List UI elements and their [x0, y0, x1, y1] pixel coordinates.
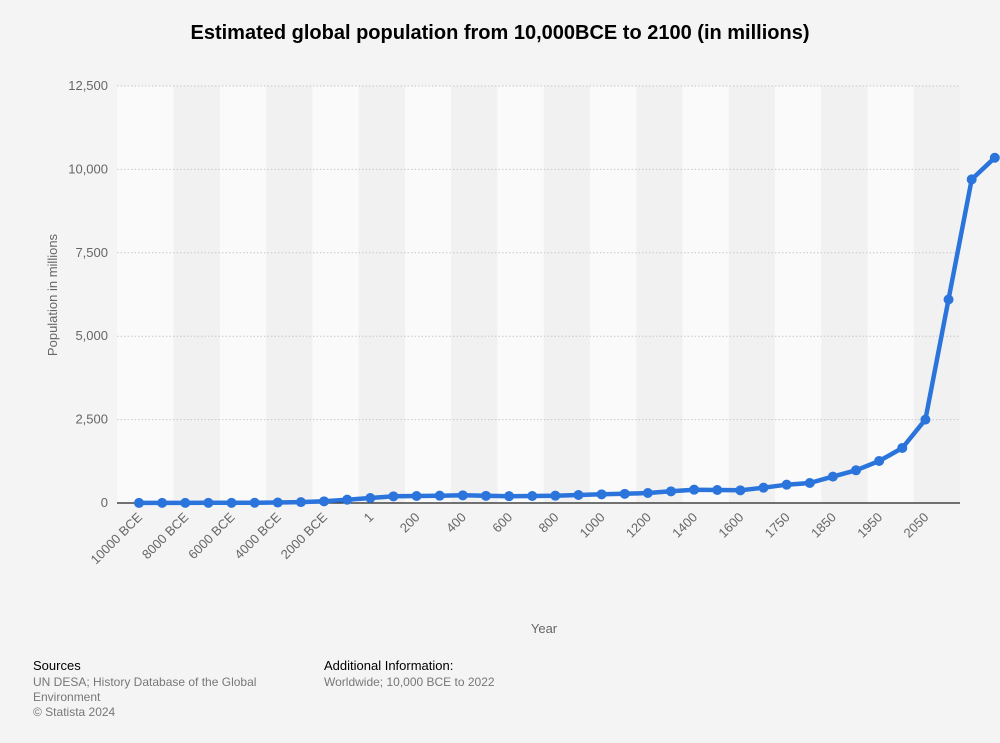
data-point[interactable] — [295, 497, 306, 508]
x-tick-label: 200 — [397, 510, 423, 536]
data-point[interactable] — [943, 294, 954, 305]
background-band — [590, 86, 637, 503]
chart-title: Estimated global population from 10,000B… — [190, 22, 810, 44]
background-band — [219, 86, 267, 503]
data-point[interactable] — [319, 496, 330, 507]
data-point[interactable] — [619, 488, 630, 499]
x-tick-label: 2050 — [900, 510, 931, 541]
data-point[interactable] — [874, 455, 885, 466]
x-tick-label: 1 — [361, 510, 377, 526]
background-band — [913, 86, 960, 503]
data-point[interactable] — [203, 497, 214, 508]
y-tick-label: 7,500 — [75, 245, 108, 260]
data-point[interactable] — [735, 485, 746, 496]
additional-info-text: Worldwide; 10,000 BCE to 2022 — [324, 675, 495, 689]
data-point[interactable] — [457, 490, 468, 501]
data-points — [134, 152, 1000, 508]
data-point[interactable] — [851, 465, 862, 476]
background-band — [404, 86, 452, 503]
copyright-text: © Statista 2024 — [33, 705, 116, 719]
x-tick-label: 6000 BCE — [185, 509, 238, 562]
x-tick-label: 800 — [536, 510, 562, 536]
background-band — [312, 86, 359, 503]
y-tick-label: 12,500 — [68, 78, 108, 93]
data-point[interactable] — [712, 484, 723, 495]
x-axis-title: Year — [531, 621, 558, 636]
background-band — [775, 86, 822, 503]
x-tick-label: 4000 BCE — [231, 509, 284, 562]
background-bands — [117, 86, 960, 503]
additional-info-block: Additional Information: Worldwide; 10,00… — [324, 658, 624, 690]
data-point[interactable] — [665, 486, 676, 497]
data-point[interactable] — [642, 487, 653, 498]
data-point[interactable] — [781, 479, 792, 490]
x-tick-label: 1200 — [623, 510, 654, 541]
x-tick-label: 1000 — [577, 510, 608, 541]
data-point[interactable] — [504, 491, 515, 502]
data-point[interactable] — [989, 152, 1000, 163]
y-tick-label: 2,500 — [75, 412, 108, 427]
data-point[interactable] — [596, 489, 607, 500]
sources-text: UN DESA; History Database of the Global … — [33, 675, 257, 704]
data-point[interactable] — [527, 490, 538, 501]
data-point[interactable] — [573, 489, 584, 500]
additional-info-heading: Additional Information: — [324, 658, 454, 673]
data-point[interactable] — [827, 471, 838, 482]
data-point[interactable] — [365, 492, 376, 503]
x-tick-label: 1850 — [808, 510, 839, 541]
data-point[interactable] — [897, 442, 908, 453]
background-band — [867, 86, 914, 503]
y-tick-label: 5,000 — [75, 328, 108, 343]
data-point[interactable] — [388, 491, 399, 502]
x-tick-label: 1750 — [762, 510, 793, 541]
data-point[interactable] — [689, 484, 700, 495]
data-point[interactable] — [272, 497, 283, 508]
x-tick-label: 1600 — [715, 510, 746, 541]
x-tick-label: 10000 BCE — [87, 509, 145, 567]
background-band — [497, 86, 544, 503]
data-point[interactable] — [920, 414, 931, 425]
data-point[interactable] — [434, 490, 445, 501]
data-point[interactable] — [157, 497, 168, 508]
data-point[interactable] — [249, 497, 260, 508]
data-point[interactable] — [480, 490, 491, 501]
data-point[interactable] — [758, 482, 769, 493]
data-point[interactable] — [180, 497, 191, 508]
background-band — [358, 86, 405, 503]
x-tick-label: 2000 BCE — [278, 509, 331, 562]
data-point[interactable] — [411, 490, 422, 501]
background-band — [173, 86, 220, 503]
background-band — [266, 86, 313, 503]
y-tick-label: 0 — [101, 495, 108, 510]
x-tick-label: 400 — [443, 510, 469, 536]
x-tick-label: 1950 — [854, 510, 885, 541]
background-band — [682, 86, 729, 503]
background-band — [821, 86, 868, 503]
x-tick-label: 1400 — [669, 510, 700, 541]
x-tick-label: 8000 BCE — [139, 509, 192, 562]
x-tick-label: 600 — [489, 510, 515, 536]
data-point[interactable] — [804, 477, 815, 488]
sources-block: Sources UN DESA; History Database of the… — [33, 658, 283, 720]
background-band — [728, 86, 776, 503]
gridlines — [117, 85, 960, 421]
data-point[interactable] — [226, 497, 237, 508]
y-axis-title: Population in millions — [45, 233, 60, 356]
background-band — [543, 86, 591, 503]
data-point[interactable] — [342, 494, 353, 505]
background-band — [451, 86, 498, 503]
data-point[interactable] — [134, 497, 144, 508]
data-point[interactable] — [550, 490, 561, 501]
data-point[interactable] — [966, 174, 977, 185]
background-band — [636, 86, 683, 503]
sources-heading: Sources — [33, 658, 81, 673]
y-tick-label: 10,000 — [68, 161, 108, 176]
y-axis-ticks: 0 2,500 5,000 7,500 10,000 12,500 — [68, 78, 108, 510]
background-band — [117, 86, 174, 503]
